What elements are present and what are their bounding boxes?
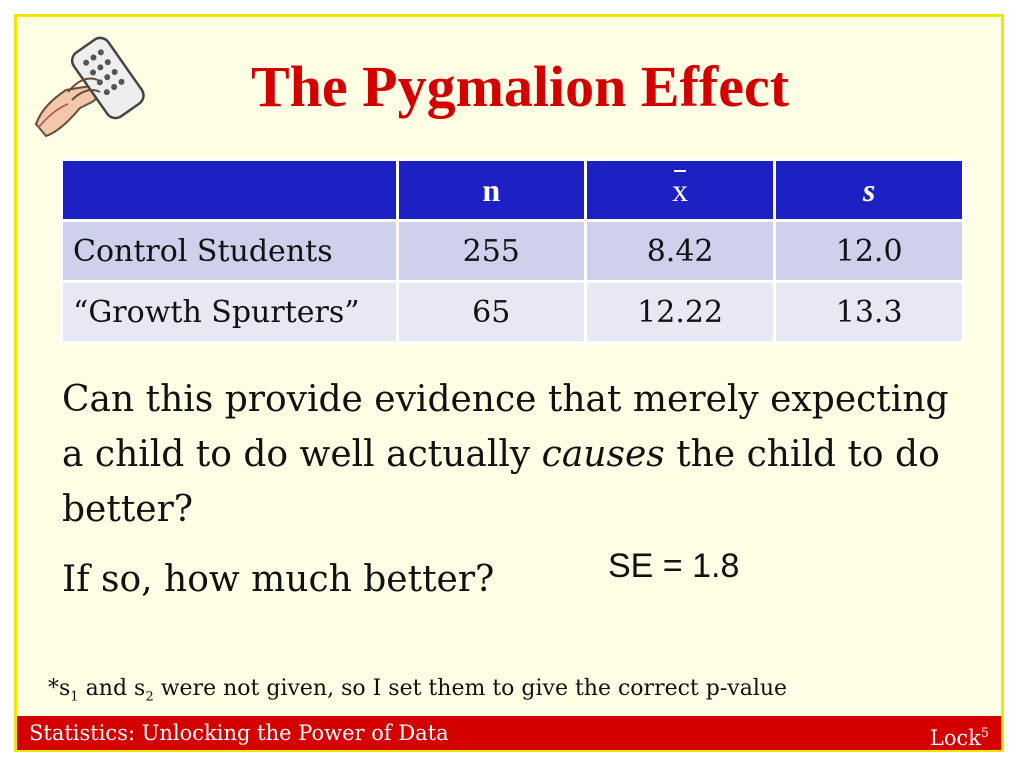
footer-bar: Statistics: Unlocking the Power of Data …: [17, 716, 1001, 750]
footnote-sub-1: 1: [70, 689, 79, 705]
slide-title: The Pygmalion Effect: [250, 54, 790, 119]
footer-author-name: Lock: [929, 726, 981, 750]
table-header-row: n x s: [60, 158, 965, 222]
row-label: “Growth Spurters”: [60, 280, 399, 344]
question-emphasis: causes: [541, 434, 665, 475]
question-text: Can this provide evidence that merely ex…: [62, 372, 972, 537]
table-header-blank: [60, 158, 399, 222]
x-bar-symbol: x: [672, 169, 689, 208]
cell-s: 13.3: [773, 280, 965, 344]
question-part-2: the child to do better?: [62, 434, 940, 530]
table-header-n: n: [395, 158, 587, 222]
cell-mean: 8.42: [583, 219, 777, 283]
row-label: Control Students: [60, 219, 399, 283]
footnote: *s1 and s2 were not given, so I set them…: [48, 676, 787, 704]
summary-table: n x s Control Students 255 8.42 12.0 “Gr…: [60, 158, 965, 344]
cell-n: 255: [395, 219, 587, 283]
footer-author: Lock5: [930, 716, 989, 755]
footer-author-sup: 5: [980, 725, 989, 740]
cell-s: 12.0: [773, 219, 965, 283]
slide-frame: [14, 14, 1004, 752]
footer-book-title: Statistics: Unlocking the Power of Data: [29, 721, 449, 745]
footnote-sub-2: 2: [145, 689, 154, 705]
hand-with-remote-icon: [34, 36, 145, 138]
table-header-s: s: [773, 158, 965, 222]
followup-question: If so, how much better?: [62, 559, 495, 600]
footnote-and: and s: [78, 676, 146, 701]
cell-mean: 12.22: [583, 280, 777, 344]
footnote-rest: were not given, so I set them to give th…: [153, 676, 788, 701]
question-part-1: Can this provide evidence that merely ex…: [62, 379, 949, 475]
table-row: “Growth Spurters” 65 12.22 13.3: [60, 280, 965, 344]
standard-error-label: SE = 1.8: [608, 547, 740, 585]
table-row: Control Students 255 8.42 12.0: [60, 219, 965, 283]
table-header-mean: x: [583, 158, 777, 222]
cell-n: 65: [395, 280, 587, 344]
footnote-prefix: *s: [48, 676, 71, 701]
